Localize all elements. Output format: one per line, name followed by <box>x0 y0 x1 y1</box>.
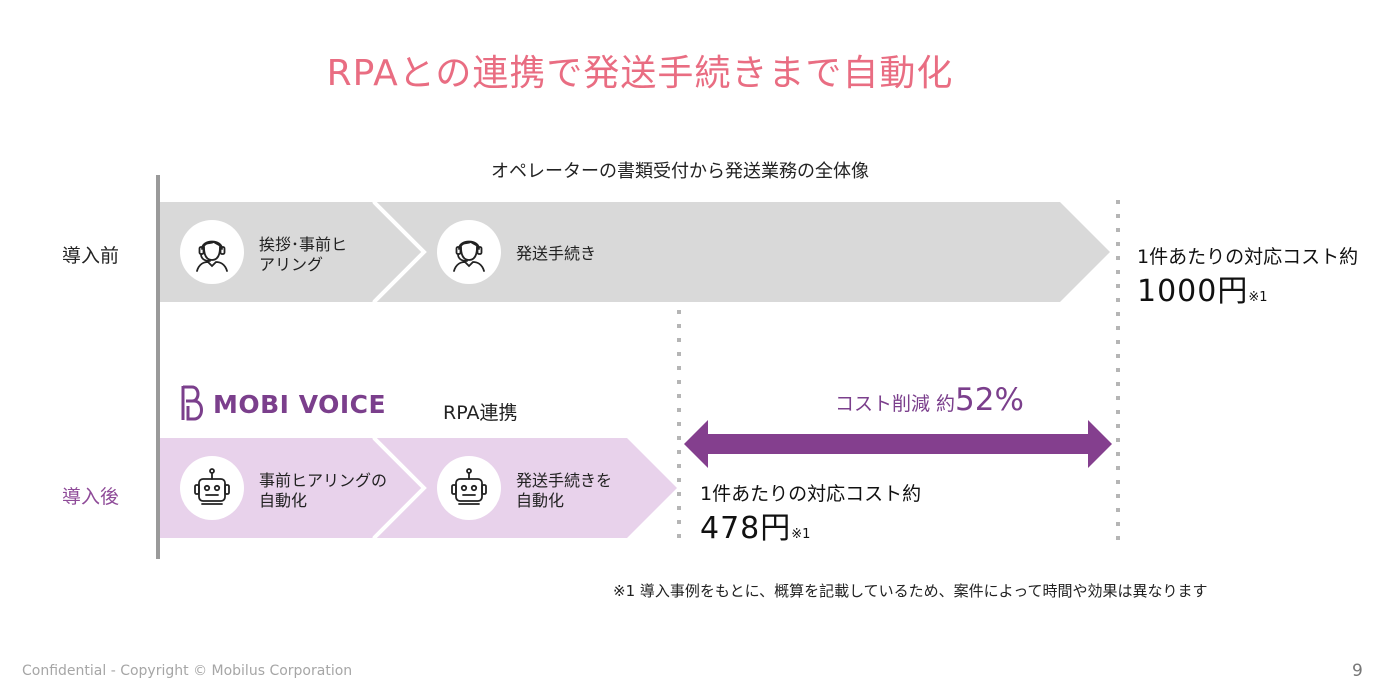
copyright-footer: Confidential - Copyright © Mobilus Corpo… <box>22 663 353 679</box>
timeline-axis <box>156 175 160 559</box>
after-step-2-text: 発送手続きを 自動化 <box>516 471 613 510</box>
before-cost-note: ※1 <box>1248 290 1268 305</box>
robot-icon <box>437 456 501 520</box>
before-step-2-chevron <box>376 202 1110 302</box>
after-step-1-text: 事前ヒアリングの 自動化 <box>259 471 388 510</box>
slide-title: RPAとの連携で発送手続きまで自動化 <box>326 53 954 94</box>
before-step-1-text: 挨拶･事前ヒ アリング <box>259 235 348 274</box>
operator-headset-icon <box>437 220 501 284</box>
operator-headset-icon <box>180 220 244 284</box>
after-row-label: 導入後 <box>62 486 120 508</box>
mobi-voice-logo-mark-icon <box>181 385 203 421</box>
robot-icon <box>180 456 244 520</box>
after-cost-label: 1件あたりの対応コスト約 <box>700 483 922 505</box>
reduction-double-arrow <box>684 420 1112 468</box>
after-cost-note: ※1 <box>791 527 811 542</box>
after-cost-value: 478円※1 <box>700 511 811 546</box>
mobi-voice-logo-text: MOBI VOICE <box>213 390 387 419</box>
before-step-2-text: 発送手続き <box>516 244 597 263</box>
before-cost-value: 1000円※1 <box>1137 274 1268 309</box>
before-cost-label: 1件あたりの対応コスト約 <box>1137 246 1359 268</box>
rpa-label: RPA連携 <box>443 402 518 424</box>
cost-reduction-label: コスト削減 約52% <box>835 382 1024 418</box>
overview-heading: オペレーターの書類受付から発送業務の全体像 <box>491 161 869 182</box>
page-number: 9 <box>1352 661 1363 681</box>
before-row-label: 導入前 <box>62 245 120 267</box>
footnote: ※1 導入事例をもとに、概算を記載しているため、案件によって時間や効果は異なりま… <box>613 582 1208 600</box>
